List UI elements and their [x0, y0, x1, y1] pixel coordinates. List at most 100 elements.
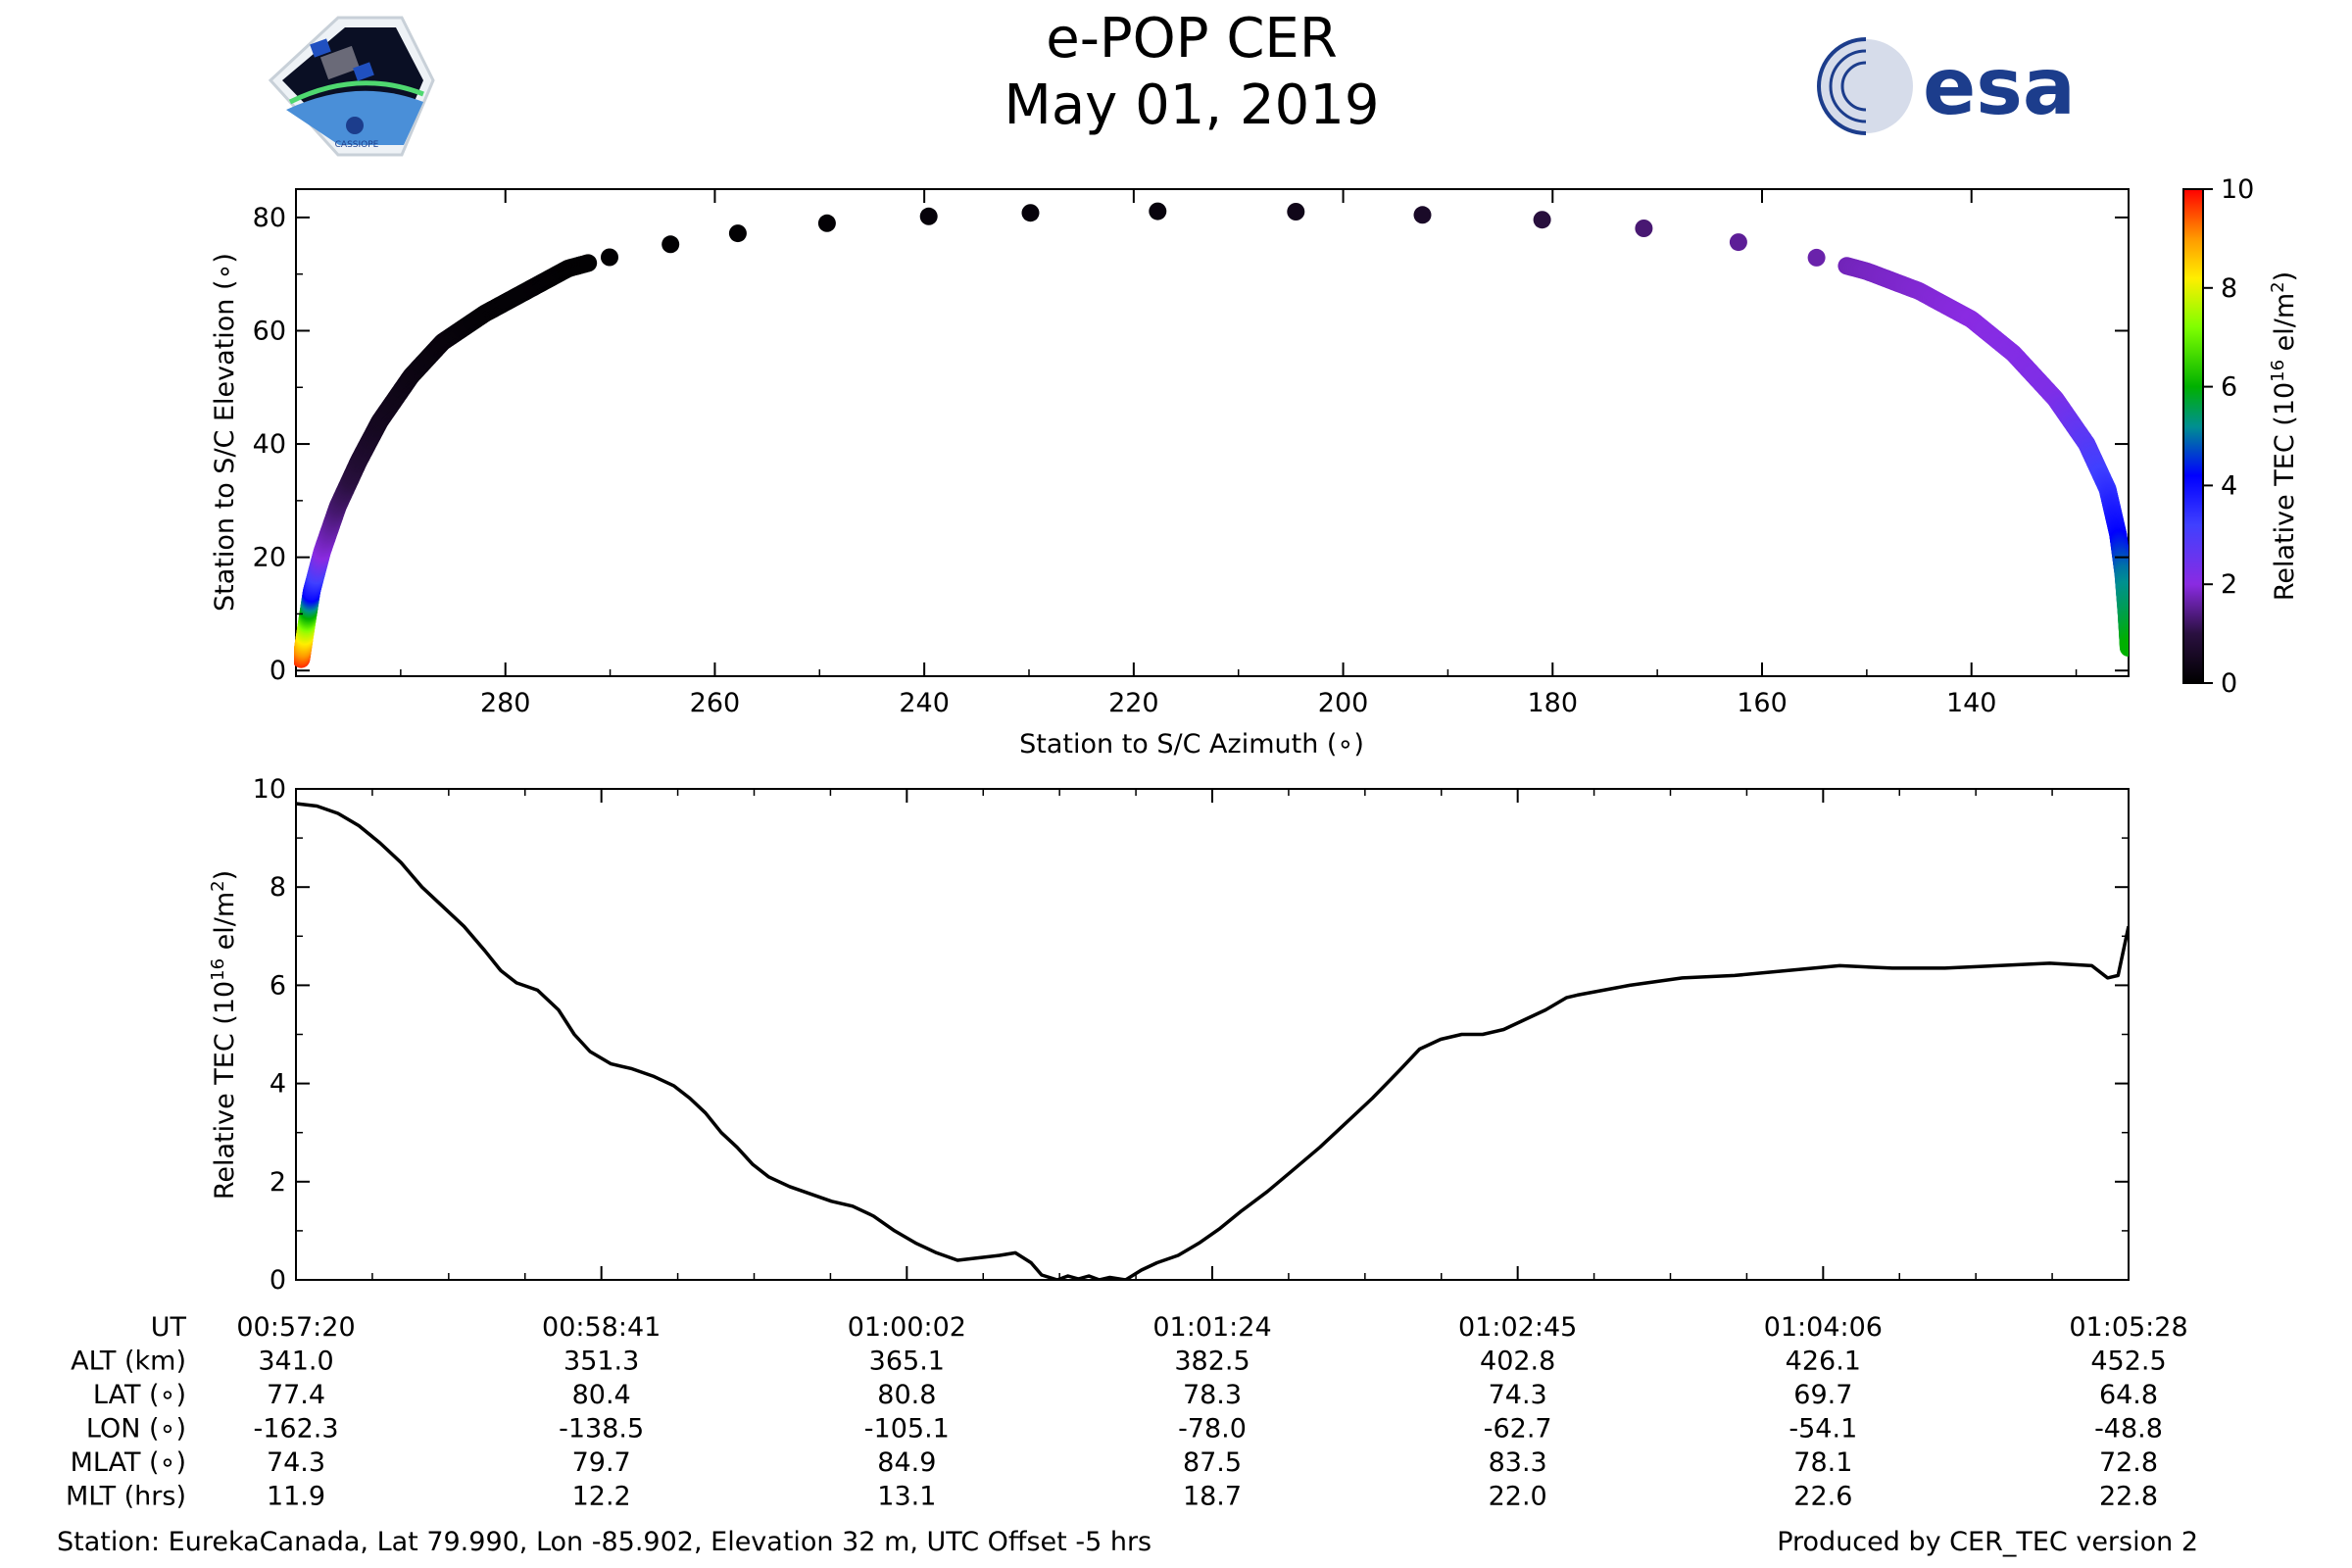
- y-tick-label: 60: [253, 316, 286, 346]
- x-tick-label: 160: [1737, 688, 1788, 718]
- table-cell: 22.0: [1489, 1482, 1547, 1512]
- table-cell: 402.8: [1480, 1347, 1555, 1377]
- tec-y-tick-label: 2: [270, 1167, 286, 1198]
- tec-line: [295, 802, 2129, 1280]
- track-point: [1807, 248, 1826, 267]
- table-cell: 83.3: [1489, 1447, 1547, 1478]
- table-cell: 01:01:24: [1152, 1312, 1271, 1343]
- table-row-label: MLT (hrs): [66, 1482, 186, 1512]
- y-tick-label: 80: [253, 203, 286, 233]
- y-tick-label: 40: [253, 429, 286, 460]
- tec-y-tick-label: 10: [253, 774, 286, 805]
- track-point: [1635, 220, 1653, 237]
- track-point: [1413, 206, 1432, 224]
- y-tick-label: 20: [253, 543, 286, 573]
- x-tick-label: 220: [1108, 688, 1159, 718]
- table-cell: 382.5: [1174, 1347, 1250, 1377]
- tec-y-tick-label: 0: [270, 1265, 286, 1296]
- table-cell: 426.1: [1786, 1347, 1861, 1377]
- colorbar-tick-label: 8: [2221, 273, 2237, 304]
- colorbar-label: Relative TEC (1016 el/m2): [2268, 271, 2300, 601]
- table-cell: 78.3: [1183, 1380, 1242, 1410]
- tec-y-tick-label: 4: [270, 1069, 286, 1100]
- y-tick-label: 0: [270, 656, 286, 686]
- table-cell: 74.3: [267, 1447, 325, 1478]
- track-point: [601, 248, 618, 267]
- table-row-label: LAT (∘): [93, 1380, 186, 1410]
- tec-y-tick-label: 8: [270, 872, 286, 903]
- table-cell: 01:05:28: [2069, 1312, 2187, 1343]
- table-cell: 22.8: [2099, 1482, 2158, 1512]
- chart-title: e-POP CER: [1046, 7, 1337, 71]
- table-cell: 13.1: [877, 1482, 936, 1512]
- tec-ticks: 0 2 4 6 8 10: [253, 774, 2130, 1296]
- track-point: [817, 214, 836, 232]
- table-cell: 72.8: [2099, 1447, 2158, 1478]
- sky-track-ticks: 280 260 240 220 200 180 160 140 0 20 40 60 80: [253, 189, 2129, 718]
- x-tick-label: 200: [1318, 688, 1369, 718]
- table-cell: 01:00:02: [848, 1312, 966, 1343]
- colorbar-gradient: [2182, 188, 2204, 684]
- colorbar: 0 2 4 6 8 10 Relative TEC (1016 el/m2): [2182, 174, 2300, 699]
- table-cell: 365.1: [869, 1347, 945, 1377]
- track-point: [1021, 204, 1040, 222]
- cassiope-logo-text: CASSIOPE: [335, 140, 379, 150]
- table-cell: 00:57:20: [236, 1312, 355, 1343]
- track-point: [1287, 203, 1305, 220]
- tec-ylabel: Relative TEC (1016 el/m2): [208, 870, 240, 1200]
- table-cell: 341.0: [258, 1347, 333, 1377]
- table-cell: -62.7: [1484, 1414, 1552, 1445]
- satellite-icon: [310, 38, 374, 81]
- table-cell: 80.4: [572, 1380, 631, 1410]
- chart-date: May 01, 2019: [1004, 74, 1380, 137]
- table-cell: -138.5: [559, 1414, 644, 1445]
- x-tick-label: 280: [480, 688, 531, 718]
- table-cell: 84.9: [877, 1447, 936, 1478]
- colorbar-tick-label: 4: [2221, 470, 2237, 501]
- x-tick-label: 260: [690, 688, 741, 718]
- table-cell: 452.5: [2090, 1347, 2166, 1377]
- x-tick-label: 180: [1528, 688, 1579, 718]
- track-point: [1729, 233, 1747, 252]
- table-cell: 351.3: [564, 1347, 639, 1377]
- cassiope-logo: CASSIOPE: [268, 16, 435, 157]
- table-cell: 69.7: [1793, 1380, 1852, 1410]
- table-cell: 01:04:06: [1764, 1312, 1883, 1343]
- table-cell: 79.7: [572, 1447, 631, 1478]
- colorbar-ticks: 0 2 4 6 8 10: [2203, 174, 2254, 699]
- track-point: [579, 254, 598, 272]
- x-tick-label: 140: [1946, 688, 1997, 718]
- sky-track-ylabel: Station to S/C Elevation (∘): [210, 253, 240, 612]
- colorbar-tick-label: 2: [2221, 569, 2237, 600]
- table-cell: 01:02:45: [1458, 1312, 1577, 1343]
- table-cell: 80.8: [877, 1380, 936, 1410]
- table-cell: 12.2: [572, 1482, 631, 1512]
- table-cell: -54.1: [1788, 1414, 1857, 1445]
- track-point: [1149, 202, 1167, 220]
- sky-track-xlabel: Station to S/C Azimuth (∘): [1019, 729, 1364, 760]
- table-cell: -78.0: [1178, 1414, 1247, 1445]
- table-cell: 78.1: [1793, 1447, 1852, 1478]
- track-point: [919, 207, 938, 225]
- tec-y-tick-label: 6: [270, 970, 286, 1001]
- sky-track-axes: [295, 188, 2130, 677]
- table-cell: -105.1: [864, 1414, 950, 1445]
- track-point: [662, 235, 680, 254]
- table-row-label: LON (∘): [86, 1414, 186, 1445]
- esa-logo-text: esa: [1923, 41, 2076, 132]
- table-row-label: UT: [151, 1312, 187, 1343]
- table-row-label: ALT (km): [71, 1347, 186, 1377]
- track-point: [728, 224, 747, 243]
- colorbar-tick-label: 0: [2221, 668, 2237, 699]
- esa-logo: esa: [1817, 37, 2076, 135]
- track-point: [1533, 211, 1551, 229]
- table-cell: 18.7: [1183, 1482, 1242, 1512]
- table-cell: -162.3: [253, 1414, 338, 1445]
- sky-track-series: [294, 202, 2129, 668]
- station-info: Station: EurekaCanada, Lat 79.990, Lon -…: [57, 1527, 1152, 1557]
- table-cell: 87.5: [1183, 1447, 1242, 1478]
- table-cell: 00:58:41: [542, 1312, 661, 1343]
- tec-axes: [295, 788, 2130, 1281]
- table-cell: 22.6: [1793, 1482, 1852, 1512]
